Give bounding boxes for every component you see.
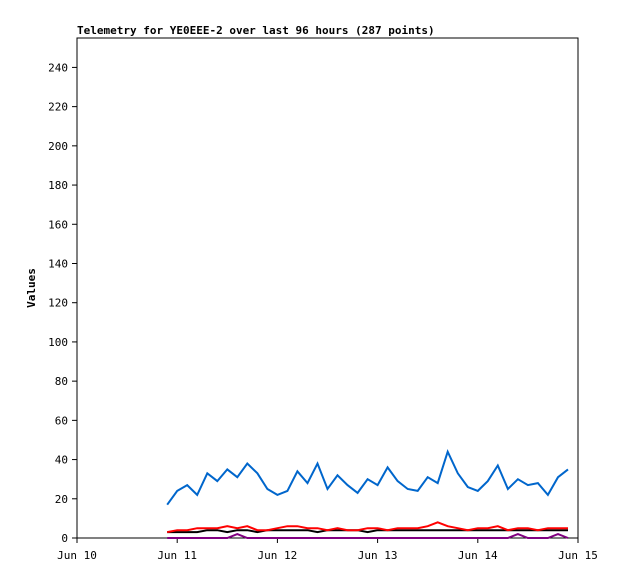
x-tick-label: Jun 14 (458, 549, 498, 562)
x-tick-label: Jun 11 (157, 549, 197, 562)
chart-title: Telemetry for YE0EEE-2 over last 96 hour… (77, 24, 435, 37)
y-tick-label: 80 (55, 375, 68, 388)
y-tick-label: 240 (48, 61, 68, 74)
y-tick-label: 160 (48, 218, 68, 231)
y-tick-label: 120 (48, 297, 68, 310)
y-tick-label: 20 (55, 493, 68, 506)
y-axis-label: Values (25, 268, 38, 308)
y-tick-label: 60 (55, 414, 68, 427)
x-tick-label: Jun 13 (358, 549, 398, 562)
plot-frame (76, 37, 579, 539)
x-tick-label: Jun 10 (57, 549, 97, 562)
y-tick-label: 200 (48, 140, 68, 153)
y-tick-label: 220 (48, 101, 68, 114)
y-tick-label: 140 (48, 257, 68, 270)
y-tick-label: 40 (55, 454, 68, 467)
series-line (166, 448, 569, 506)
x-tick-label: Jun 12 (258, 549, 298, 562)
series-line (167, 533, 569, 539)
y-tick-label: 0 (61, 532, 68, 545)
y-tick-label: 180 (48, 179, 68, 192)
x-tick-label: Jun 15 (558, 549, 598, 562)
series-line (167, 529, 568, 534)
series-line (167, 521, 568, 534)
y-tick-label: 100 (48, 336, 68, 349)
